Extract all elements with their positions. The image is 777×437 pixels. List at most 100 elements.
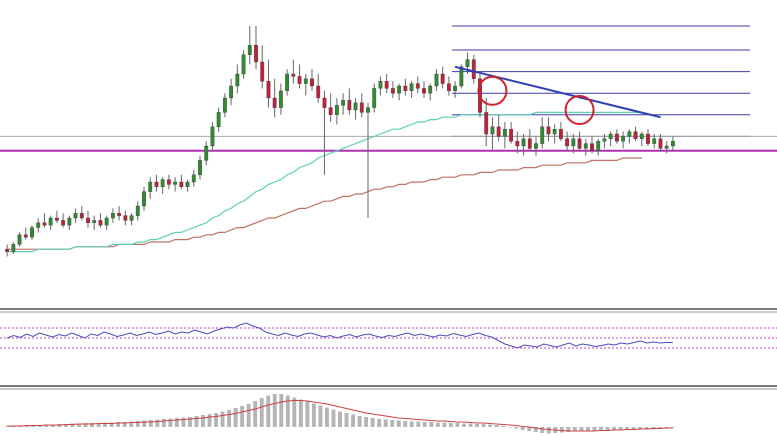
bearish-candle	[646, 133, 650, 144]
bullish-candle	[670, 140, 675, 147]
bearish-candle	[590, 143, 594, 152]
histogram-bar	[253, 401, 258, 427]
bullish-candle	[540, 126, 545, 144]
histogram-bar	[194, 416, 199, 427]
histogram-bar	[409, 421, 414, 427]
bearish-candle	[23, 234, 28, 238]
bullish-candle	[627, 131, 632, 137]
slow-moving-average-line	[7, 157, 642, 250]
bearish-candle	[117, 212, 122, 216]
bullish-candle	[222, 97, 227, 113]
bearish-candle	[484, 112, 489, 135]
bullish-candle	[204, 145, 209, 161]
histogram-bar	[670, 427, 675, 428]
histogram-bar	[448, 423, 453, 427]
bullish-candle	[378, 80, 383, 89]
histogram-bar	[155, 419, 160, 427]
bullish-candle	[571, 138, 576, 147]
bearish-candle	[446, 83, 451, 91]
histogram-bar	[5, 426, 10, 427]
histogram-bar	[266, 395, 271, 427]
histogram-bar	[338, 411, 342, 427]
histogram-bar	[259, 398, 264, 427]
bullish-candle	[73, 212, 78, 219]
histogram-bar	[109, 422, 114, 427]
histogram-bar	[540, 427, 545, 433]
bearish-candle	[415, 83, 420, 89]
histogram-bar	[507, 427, 512, 428]
bullish-candle	[135, 205, 140, 216]
bearish-candle	[166, 179, 171, 185]
histogram-bar	[527, 427, 532, 431]
bearish-candle	[614, 133, 619, 142]
histogram-bar	[187, 417, 192, 427]
histogram-bar	[227, 410, 232, 427]
histogram-bar	[344, 413, 349, 427]
histogram-bar	[279, 394, 284, 427]
bullish-candle	[129, 215, 134, 221]
bullish-candle	[11, 244, 16, 252]
bullish-candle	[608, 133, 613, 140]
bearish-candle	[179, 181, 184, 188]
bullish-candle	[397, 85, 402, 94]
bullish-candle	[142, 191, 146, 207]
histogram-bar	[233, 408, 238, 427]
histogram-bar	[612, 427, 616, 430]
bullish-candle	[521, 138, 526, 147]
histogram-bar	[488, 424, 493, 427]
histogram-bar	[651, 427, 656, 428]
bullish-candle	[465, 59, 470, 67]
bullish-candle	[428, 85, 433, 94]
histogram-bar	[357, 416, 362, 427]
histogram-bar	[390, 420, 395, 427]
bullish-candle	[372, 88, 377, 108]
bullish-candle	[366, 107, 370, 113]
bearish-candle	[86, 217, 90, 224]
bullish-candle	[303, 78, 308, 84]
histogram-bar	[618, 427, 623, 430]
histogram-bar	[566, 427, 571, 432]
bearish-candle	[123, 215, 128, 221]
bearish-candle	[546, 126, 551, 135]
bullish-candle	[278, 90, 283, 108]
histogram-bar	[468, 423, 473, 427]
histogram-bar	[70, 423, 75, 427]
bearish-candle	[297, 76, 302, 84]
histogram-bar	[442, 422, 447, 427]
bullish-candle	[104, 217, 109, 226]
histogram-bar	[422, 422, 427, 427]
histogram-bar	[370, 418, 375, 427]
bullish-candle	[36, 222, 41, 228]
histogram-bar	[318, 405, 323, 427]
bearish-candle	[515, 140, 520, 147]
bullish-candle	[534, 143, 538, 149]
histogram-bar	[396, 420, 401, 427]
histogram-bar	[103, 422, 108, 427]
bullish-candle	[48, 217, 53, 226]
bullish-candle	[502, 128, 507, 137]
histogram-bar	[664, 427, 669, 428]
histogram-bar	[592, 427, 597, 431]
histogram-bar	[585, 427, 590, 431]
histogram-bar	[514, 427, 519, 429]
bullish-candle	[229, 85, 234, 99]
bearish-candle	[310, 78, 314, 87]
histogram-bar	[246, 404, 251, 427]
histogram-bar	[631, 427, 636, 429]
bearish-candle	[384, 80, 389, 89]
bearish-candle	[291, 73, 296, 77]
bearish-candle	[496, 126, 501, 137]
histogram-bar	[416, 421, 421, 427]
histogram-bar	[44, 424, 49, 427]
histogram-signal-line	[7, 400, 673, 432]
histogram-bar	[462, 423, 466, 427]
bullish-candle	[621, 136, 626, 142]
bullish-candle	[67, 217, 72, 226]
bearish-candle	[272, 97, 277, 108]
histogram-bar	[50, 424, 55, 427]
histogram-bar	[579, 427, 584, 432]
histogram-bar	[520, 427, 525, 430]
histogram-bar	[599, 427, 603, 431]
